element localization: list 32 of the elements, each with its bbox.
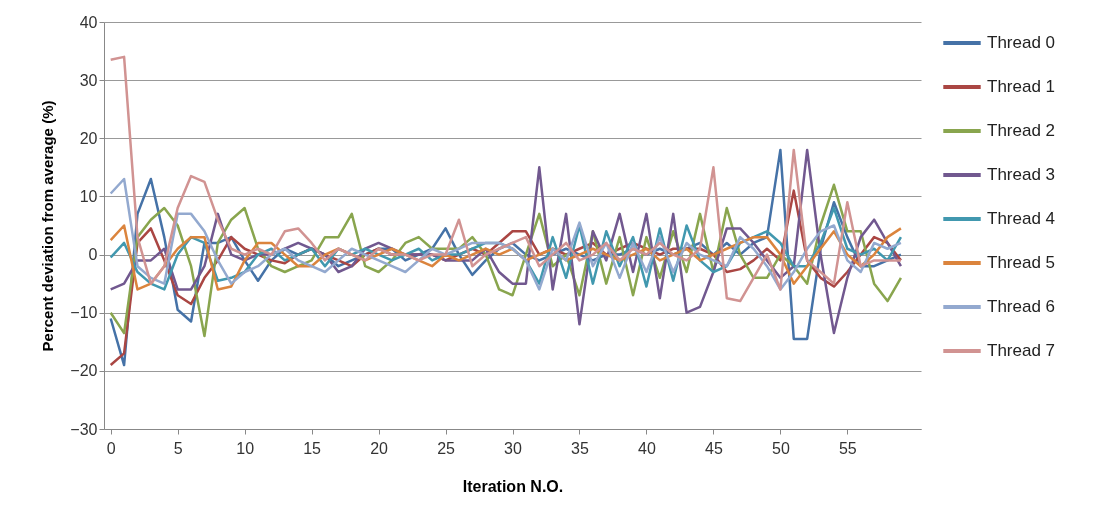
- x-tick-label: 10: [236, 439, 255, 457]
- legend-label: Thread 1: [987, 77, 1056, 96]
- x-tick-label: 30: [504, 439, 522, 457]
- x-tick-label: 55: [838, 439, 857, 457]
- y-tick-label: 30: [79, 71, 98, 89]
- x-tick-label: 45: [705, 439, 723, 457]
- y-tick-label: 40: [79, 13, 98, 31]
- x-tick-label: 25: [437, 439, 456, 457]
- y-tick-label: −10: [70, 304, 98, 322]
- x-tick-label: 5: [173, 439, 183, 457]
- x-tick-label: 0: [106, 439, 116, 457]
- legend-label: Thread 6: [987, 297, 1056, 316]
- y-tick-label: 10: [79, 187, 98, 205]
- line-series: [109, 177, 903, 291]
- x-tick-label: 35: [571, 439, 589, 457]
- legend-label: Thread 3: [987, 165, 1056, 184]
- y-tick-label: 0: [88, 246, 98, 264]
- legend-label: Thread 5: [987, 253, 1056, 272]
- y-tick-label: 20: [79, 129, 98, 147]
- y-tick-label: −20: [70, 362, 98, 380]
- y-tick-label: −30: [70, 420, 98, 438]
- x-axis-title: Iteration N.O.: [462, 477, 564, 495]
- x-tick-label: 50: [771, 439, 790, 457]
- x-tick-label: 40: [638, 439, 656, 457]
- x-tick-label: 20: [370, 439, 389, 457]
- legend-label: Thread 2: [987, 121, 1056, 140]
- line-series: [109, 55, 903, 303]
- legend-label: Thread 0: [987, 33, 1056, 52]
- legend-label: Thread 4: [987, 209, 1056, 228]
- y-axis-title: Percent deviation from average (%): [39, 100, 57, 352]
- legend-label: Thread 7: [987, 341, 1056, 360]
- x-tick-label: 15: [303, 439, 322, 457]
